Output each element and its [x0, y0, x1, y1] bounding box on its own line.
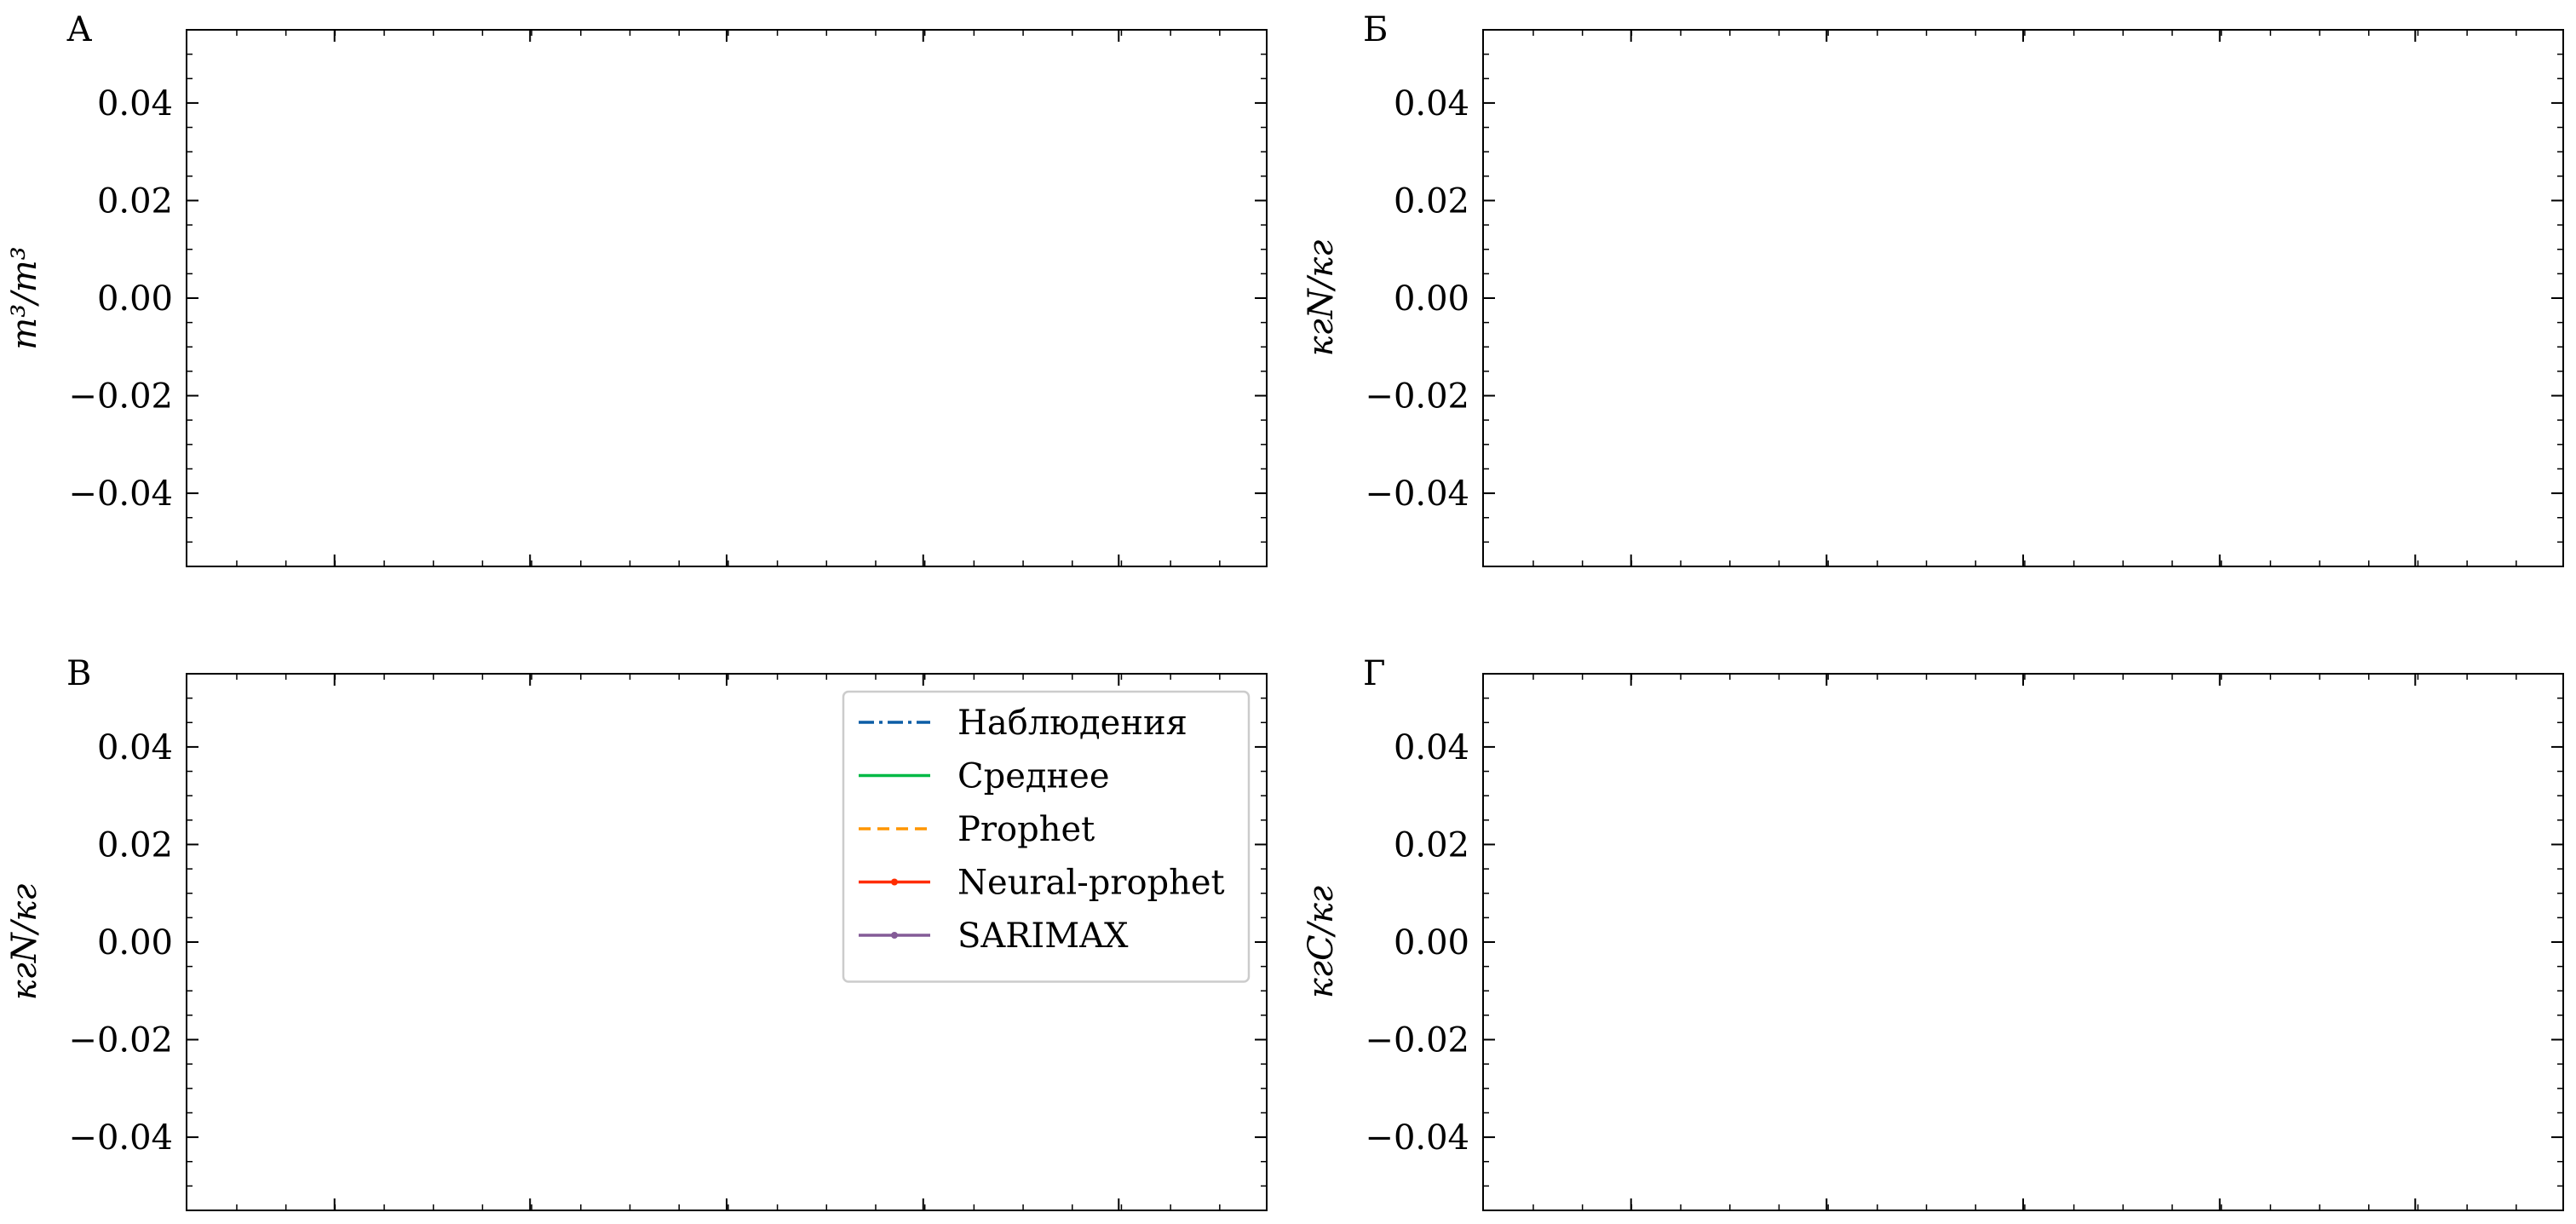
y-tick-label: 0.02 — [1394, 825, 1469, 865]
y-tick-label: −0.04 — [68, 474, 173, 514]
y-tick-label: −0.02 — [1365, 377, 1469, 417]
legend-marker-4 — [891, 878, 898, 886]
legend-label-1: Наблюдения — [957, 704, 1187, 743]
panel-letter: А — [66, 10, 92, 49]
y-tick-label: 0.02 — [97, 181, 173, 221]
plot-area — [1482, 673, 2564, 1211]
y-tick-label: −0.02 — [1365, 1021, 1469, 1060]
y-axis-label: кгC/кг — [1302, 886, 1341, 998]
y-tick-label: 0.00 — [97, 279, 173, 319]
y-tick-label: 0.00 — [97, 923, 173, 963]
y-tick-label: 0.04 — [97, 84, 173, 124]
y-tick-label: 0.02 — [97, 825, 173, 865]
legend: Наблюдения Среднее Prophet Neural-prophet SA… — [842, 690, 1251, 983]
y-tick-label: −0.02 — [68, 377, 173, 417]
y-tick-label: 0.02 — [1394, 181, 1469, 221]
y-tick-label: −0.02 — [68, 1021, 173, 1060]
y-axis-label: кгN/кг — [1302, 240, 1341, 357]
y-tick-label: −0.04 — [1365, 1118, 1469, 1158]
y-tick-label: 0.00 — [1394, 279, 1469, 319]
panel-letter: Г — [1363, 654, 1385, 693]
legend-box — [842, 690, 1251, 983]
y-tick-label: 0.00 — [1394, 923, 1469, 963]
panel-letter: Б — [1363, 10, 1388, 49]
y-tick-label: 0.04 — [1394, 84, 1469, 124]
legend-label-4: Neural-prophet — [957, 864, 1225, 903]
plot-area — [186, 29, 1268, 567]
panel-letter: В — [66, 654, 91, 693]
plot-area — [1482, 29, 2564, 567]
legend-label-2: Среднее — [957, 757, 1110, 796]
y-tick-label: 0.04 — [97, 728, 173, 767]
y-tick-label: −0.04 — [68, 1118, 173, 1158]
legend-marker-5 — [891, 932, 898, 939]
y-tick-label: −0.04 — [1365, 474, 1469, 514]
y-tick-label: 0.04 — [1394, 728, 1469, 767]
legend-label-3: Prophet — [957, 810, 1095, 849]
legend-label-5: SARIMAX — [957, 917, 1129, 956]
y-axis-label: кгN/кг — [5, 884, 44, 1001]
y-axis-label: m³/m³ — [5, 246, 44, 349]
